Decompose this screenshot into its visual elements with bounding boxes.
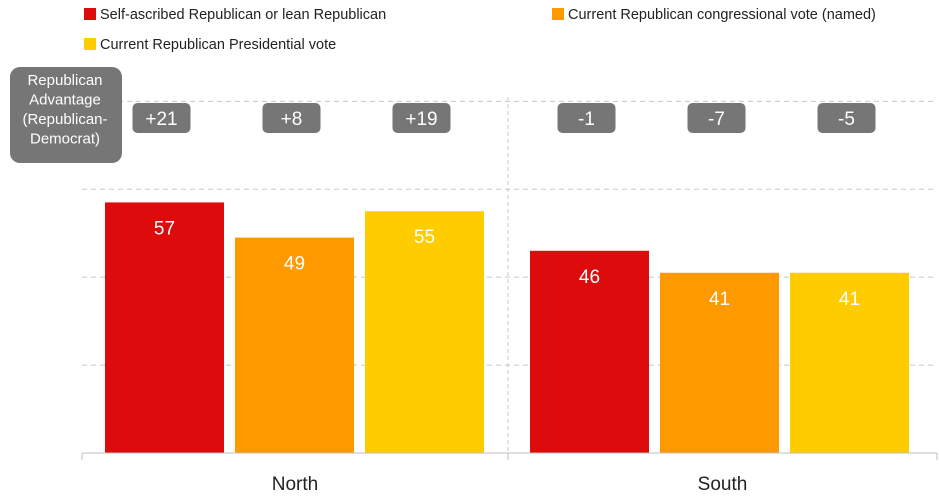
legend-label: Current Republican congressional vote (n… — [568, 7, 876, 23]
bar — [105, 202, 224, 453]
bar-value-label: 49 — [284, 254, 305, 275]
advantage-value: -5 — [838, 109, 855, 130]
legend-label: Current Republican Presidential vote — [100, 37, 336, 53]
x-tick-label: North — [272, 474, 318, 495]
advantage-label-line: Republican — [27, 72, 102, 89]
x-tick-label: South — [698, 474, 748, 495]
advantage-value: -1 — [578, 109, 595, 130]
bar-value-label: 46 — [579, 267, 600, 288]
bar-value-label: 55 — [414, 227, 435, 248]
advantage-value: +21 — [145, 109, 177, 130]
advantage-value: +8 — [281, 109, 303, 130]
bar-value-label: 57 — [154, 218, 175, 239]
legend-swatch — [84, 8, 96, 20]
advantage-label-line: Advantage — [29, 92, 101, 109]
advantage-label-line: (Republican- — [22, 111, 107, 128]
legend-swatch — [552, 8, 564, 20]
legend-label: Self-ascribed Republican or lean Republi… — [100, 7, 386, 23]
bar-value-label: 41 — [709, 289, 730, 310]
legend-swatch — [84, 38, 96, 50]
advantage-label-line: Democrat) — [30, 131, 100, 148]
bar-value-label: 41 — [839, 289, 860, 310]
advantage-value: +19 — [405, 109, 437, 130]
advantage-value: -7 — [708, 109, 725, 130]
